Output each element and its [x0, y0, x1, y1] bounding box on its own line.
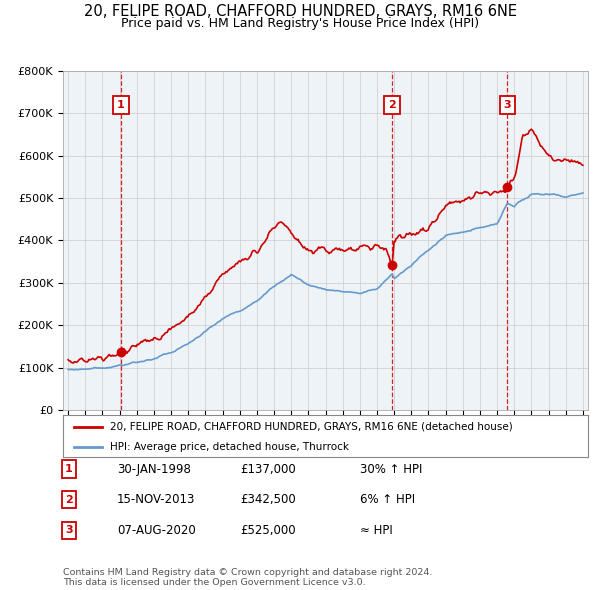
Text: 6% ↑ HPI: 6% ↑ HPI	[360, 493, 415, 506]
Text: 1: 1	[65, 464, 73, 474]
Text: £525,000: £525,000	[240, 524, 296, 537]
Text: 07-AUG-2020: 07-AUG-2020	[117, 524, 196, 537]
Text: 20, FELIPE ROAD, CHAFFORD HUNDRED, GRAYS, RM16 6NE: 20, FELIPE ROAD, CHAFFORD HUNDRED, GRAYS…	[83, 4, 517, 19]
Text: 2: 2	[388, 100, 396, 110]
Text: Price paid vs. HM Land Registry's House Price Index (HPI): Price paid vs. HM Land Registry's House …	[121, 17, 479, 30]
Text: £342,500: £342,500	[240, 493, 296, 506]
Text: 3: 3	[65, 526, 73, 535]
Text: 1: 1	[117, 100, 125, 110]
Text: 2: 2	[65, 495, 73, 504]
Text: 3: 3	[503, 100, 511, 110]
Text: 20, FELIPE ROAD, CHAFFORD HUNDRED, GRAYS, RM16 6NE (detached house): 20, FELIPE ROAD, CHAFFORD HUNDRED, GRAYS…	[110, 422, 513, 432]
Text: 15-NOV-2013: 15-NOV-2013	[117, 493, 196, 506]
Text: 30% ↑ HPI: 30% ↑ HPI	[360, 463, 422, 476]
Text: ≈ HPI: ≈ HPI	[360, 524, 393, 537]
Text: 30-JAN-1998: 30-JAN-1998	[117, 463, 191, 476]
Text: HPI: Average price, detached house, Thurrock: HPI: Average price, detached house, Thur…	[110, 442, 349, 451]
Text: Contains HM Land Registry data © Crown copyright and database right 2024.
This d: Contains HM Land Registry data © Crown c…	[63, 568, 433, 587]
Text: £137,000: £137,000	[240, 463, 296, 476]
